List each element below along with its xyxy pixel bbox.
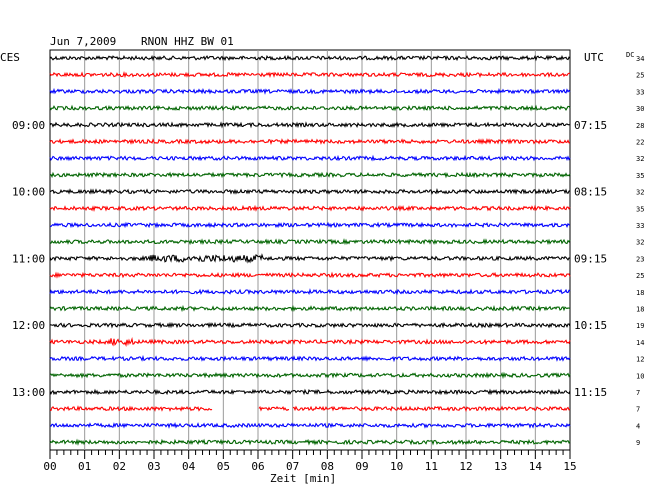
x-tick-label: 07 xyxy=(286,460,299,473)
left-time-label: 10:00 xyxy=(12,186,45,199)
x-tick-label: 13 xyxy=(494,460,507,473)
x-tick-label: 08 xyxy=(321,460,334,473)
plot-area: 34 25 33 30 28 22 32 35 32 35 33 32 23 25 18 18 19 14 12 10… xyxy=(12,49,644,473)
seismic-trace xyxy=(49,54,571,62)
dc-offset-label: 19 xyxy=(636,322,644,330)
right-time-label: 11:15 xyxy=(574,386,607,399)
dc-offset-label: 14 xyxy=(636,339,644,347)
seismic-trace xyxy=(49,171,571,179)
x-tick-label: 06 xyxy=(251,460,264,473)
left-time-label: 11:00 xyxy=(12,252,45,265)
x-axis-title: Zeit [min] xyxy=(270,472,336,485)
dc-offset-label: 10 xyxy=(636,372,644,380)
dc-offset-label: 12 xyxy=(636,356,644,364)
seismic-trace xyxy=(49,121,571,129)
x-tick-label: 02 xyxy=(113,460,126,473)
seismic-trace xyxy=(49,271,571,279)
seismic-trace xyxy=(49,288,571,296)
x-tick-label: 12 xyxy=(459,460,472,473)
dc-offset-label: 18 xyxy=(636,289,644,297)
dc-header-label: DC xyxy=(626,51,634,59)
left-time-label: 13:00 xyxy=(12,386,45,399)
right-time-label: 08:15 xyxy=(574,186,607,199)
x-tick-label: 04 xyxy=(182,460,196,473)
seismic-trace xyxy=(49,304,571,313)
date-label: Jun 7,2009 xyxy=(50,35,116,48)
dc-offset-label: 28 xyxy=(636,122,644,130)
seismic-trace xyxy=(49,438,571,446)
seismic-trace xyxy=(49,154,571,162)
x-tick-label: 09 xyxy=(355,460,368,473)
dc-offset-label: 35 xyxy=(636,205,644,213)
dc-offset-label: 7 xyxy=(636,389,640,397)
dc-offset-label: 32 xyxy=(636,239,644,247)
x-tick-label: 15 xyxy=(563,460,576,473)
seismic-trace xyxy=(49,187,571,196)
dc-offset-label: 18 xyxy=(636,306,644,314)
seismic-trace xyxy=(49,354,571,363)
dc-offset-label: 32 xyxy=(636,155,644,163)
dc-offset-label: 23 xyxy=(636,255,644,263)
seismic-trace xyxy=(49,204,571,212)
dc-offset-label: 25 xyxy=(636,72,644,80)
dc-offset-label: 35 xyxy=(636,172,644,180)
right-time-label: 10:15 xyxy=(574,319,607,332)
seismic-trace xyxy=(49,337,571,348)
seismic-trace xyxy=(49,405,571,413)
seismic-trace xyxy=(49,104,571,112)
dc-offset-label: 22 xyxy=(636,139,644,147)
seismic-trace xyxy=(50,221,571,229)
dc-offset-label: 7 xyxy=(636,406,640,414)
dc-offset-label: 30 xyxy=(636,105,644,113)
right-time-label: 07:15 xyxy=(574,119,607,132)
seismic-trace xyxy=(49,422,571,429)
x-tick-label: 14 xyxy=(529,460,543,473)
seismic-trace xyxy=(49,253,571,264)
left-time-label: 12:00 xyxy=(12,319,45,332)
seismic-trace xyxy=(49,238,571,246)
left-time-label: 09:00 xyxy=(12,119,45,132)
dc-offset-label: 9 xyxy=(636,439,640,447)
x-tick-label: 05 xyxy=(217,460,230,473)
dc-offset-label: 32 xyxy=(636,189,644,197)
seismic-trace xyxy=(49,138,571,145)
x-tick-label: 01 xyxy=(78,460,91,473)
x-tick-label: 03 xyxy=(147,460,160,473)
dc-offset-label: 33 xyxy=(636,222,644,230)
dc-offset-label: 33 xyxy=(636,88,644,96)
x-tick-label: 10 xyxy=(390,460,403,473)
x-tick-label: 00 xyxy=(43,460,56,473)
seismic-trace xyxy=(49,388,571,396)
seismic-trace xyxy=(49,321,571,329)
x-tick-label: 11 xyxy=(425,460,438,473)
dc-offset-label: 25 xyxy=(636,272,644,280)
seismic-trace xyxy=(49,371,571,380)
right-time-label: 09:15 xyxy=(574,252,607,265)
seismic-trace xyxy=(49,87,571,95)
right-timezone-label: UTC xyxy=(584,51,604,64)
left-timezone-label: CES xyxy=(0,51,20,64)
dc-offset-label: 4 xyxy=(636,422,640,430)
dc-offset-label: 34 xyxy=(636,55,644,63)
seismic-trace xyxy=(49,70,571,79)
station-label: RNON HHZ BW 01 xyxy=(141,35,234,48)
plot-frame xyxy=(49,49,571,451)
